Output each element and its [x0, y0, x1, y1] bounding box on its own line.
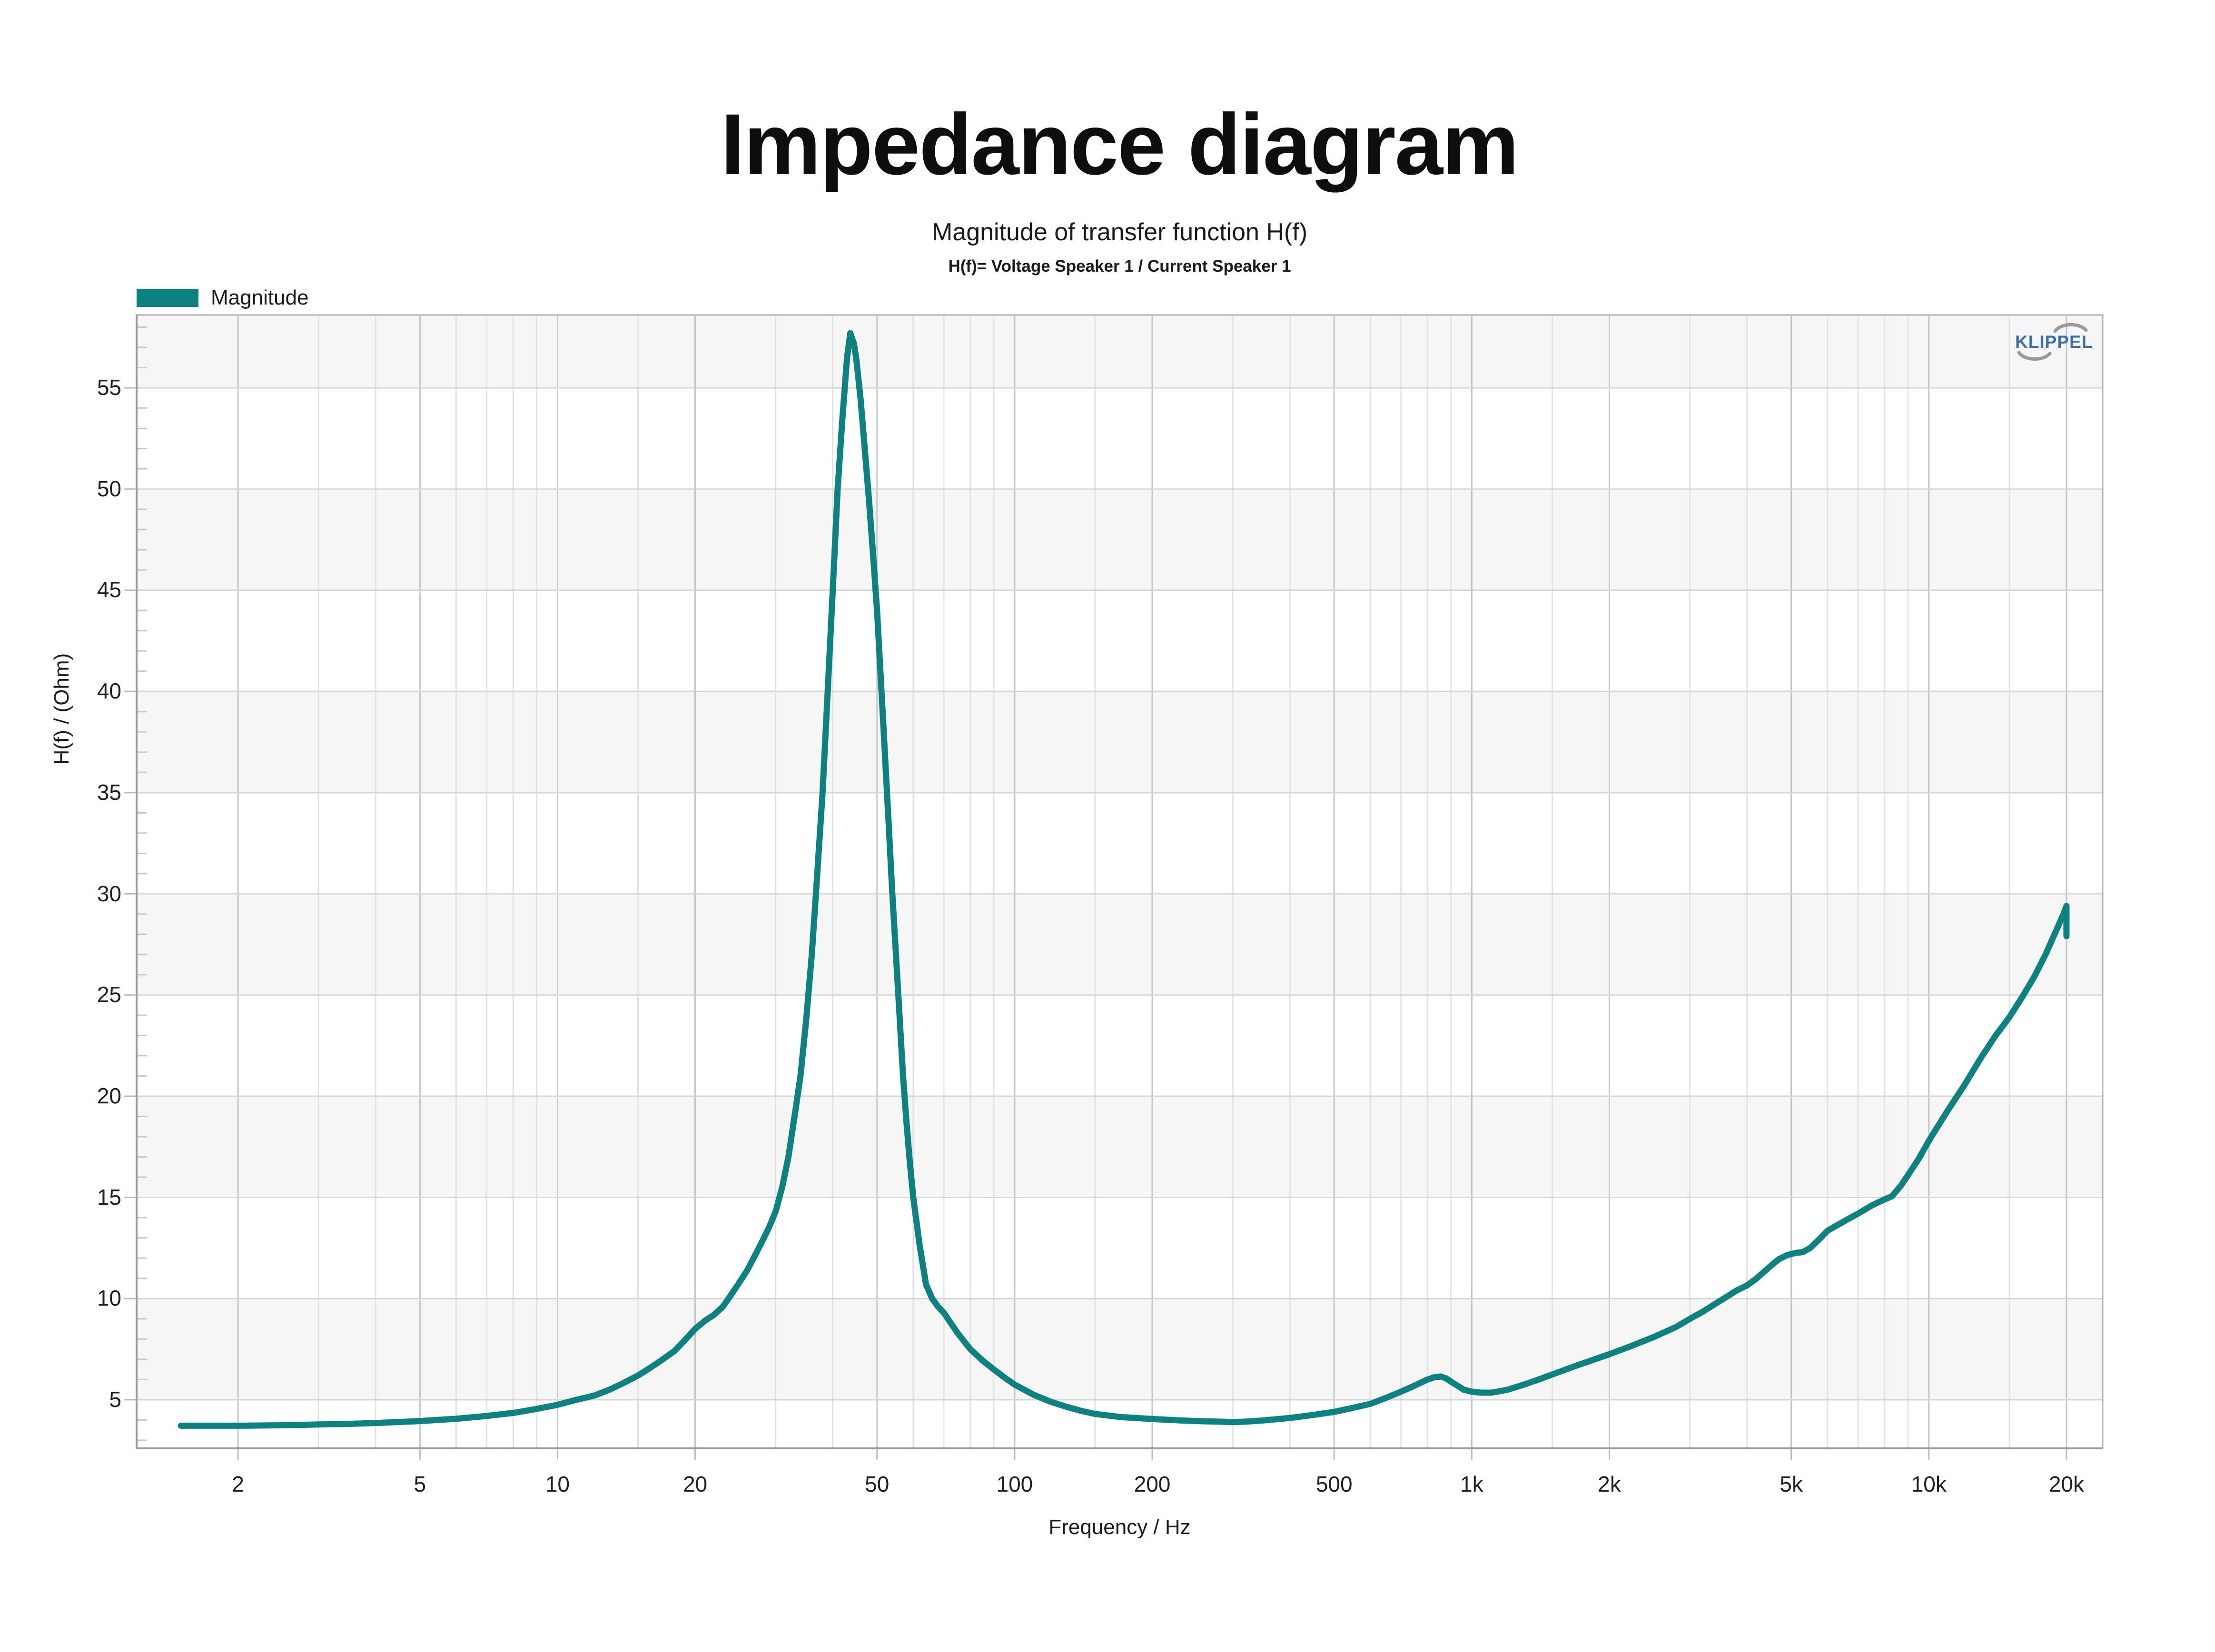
klippel-logo: KLIPPEL	[2012, 316, 2106, 371]
x-tick-label: 10	[545, 1472, 570, 1496]
x-tick-label: 5k	[1780, 1472, 1803, 1496]
x-tick-label: 5	[414, 1472, 426, 1496]
y-tick-label: 30	[97, 881, 121, 906]
x-tick-label: 100	[996, 1472, 1033, 1496]
y-tick-label: 55	[97, 375, 121, 400]
legend-color-swatch	[137, 289, 198, 307]
x-tick-label: 50	[865, 1472, 890, 1496]
y-tick-label: 40	[97, 678, 121, 704]
y-tick-label: 50	[97, 476, 121, 501]
x-axis-title: Frequency / Hz	[1048, 1515, 1191, 1539]
chart-title: Magnitude of transfer function H(f)	[931, 218, 1308, 246]
y-tick-label: 25	[97, 982, 121, 1007]
legend: Magnitude	[137, 286, 309, 309]
y-tick-label: 20	[97, 1083, 121, 1108]
legend-label: Magnitude	[211, 286, 309, 309]
y-tick-label: 5	[109, 1386, 121, 1412]
x-tick-label: 2	[232, 1472, 244, 1496]
page-title: Impedance diagram	[721, 96, 1519, 193]
y-tick-label: 35	[97, 779, 121, 805]
klippel-logo-text: KLIPPEL	[2015, 332, 2093, 352]
magnitude-curve	[178, 330, 2070, 1429]
y-tick-label: 15	[97, 1184, 121, 1210]
y-axis-title: H(f) / (Ohm)	[50, 653, 73, 765]
x-tick-label: 200	[1134, 1472, 1171, 1496]
y-tick-label: 45	[97, 577, 121, 602]
chart-formula-subtitle: H(f)= Voltage Speaker 1 / Current Speake…	[948, 257, 1291, 275]
x-tick-label: 2k	[1598, 1472, 1621, 1496]
klippel-logo-arcs	[2017, 323, 2088, 361]
x-tick-label: 500	[1315, 1472, 1353, 1496]
x-tick-label: 20k	[2048, 1472, 2085, 1496]
x-tick-label: 20	[682, 1472, 708, 1496]
x-tick-label: 1k	[1460, 1472, 1483, 1496]
x-tick-label: 10k	[1911, 1472, 1947, 1496]
y-tick-label: 10	[97, 1286, 121, 1311]
